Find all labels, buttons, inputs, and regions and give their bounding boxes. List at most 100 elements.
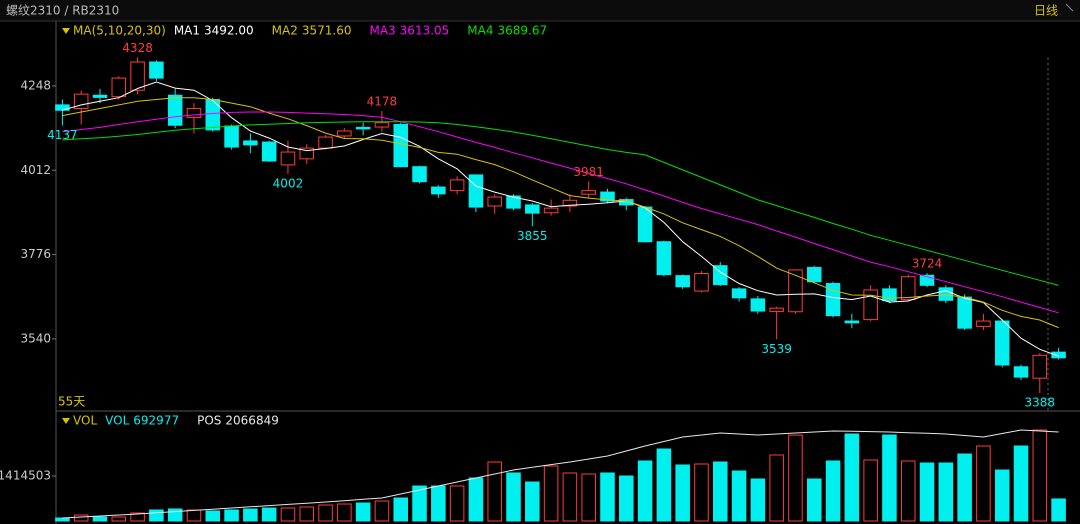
volume-bar xyxy=(1051,498,1066,522)
low-label: 3855 xyxy=(517,229,548,243)
high-label: 3724 xyxy=(912,257,943,271)
candle-body xyxy=(900,276,916,301)
legend-name: VOL xyxy=(105,414,129,428)
volume-bar xyxy=(806,478,822,522)
candle-body xyxy=(468,174,484,208)
candle-body xyxy=(393,124,408,168)
candle-body xyxy=(1051,351,1066,359)
volume-bar xyxy=(863,459,878,522)
candle-body xyxy=(731,288,747,299)
candle-body xyxy=(919,274,935,286)
volume-bar xyxy=(525,481,540,522)
volume-bar xyxy=(167,508,183,522)
volume-bar xyxy=(882,434,897,522)
legend-marker xyxy=(62,418,70,424)
candle-body xyxy=(656,241,672,276)
volume-bar xyxy=(337,503,352,522)
candle-body xyxy=(994,320,1010,366)
candle-body xyxy=(374,122,390,128)
candle-body xyxy=(581,190,596,195)
candle-body xyxy=(957,296,972,329)
ma-line xyxy=(62,81,1059,357)
volume-bar xyxy=(299,506,315,522)
legend-value: 3571.60 xyxy=(302,24,352,38)
y-tick-label: 4012 xyxy=(20,163,51,177)
menu-arrow xyxy=(1065,3,1074,12)
y-tick-label: 3540 xyxy=(20,331,51,345)
legend-title: VOL xyxy=(73,414,97,428)
ma-line xyxy=(62,111,1059,314)
volume-bar xyxy=(562,472,578,522)
candle-body xyxy=(73,93,89,109)
legend-marker xyxy=(62,28,70,34)
top-bar xyxy=(0,0,1080,21)
candle-body xyxy=(675,275,690,288)
volume-bar xyxy=(581,473,596,522)
candle-body xyxy=(600,191,615,202)
candle-body xyxy=(619,199,634,206)
candle-body xyxy=(337,130,352,137)
legend-value: 3613.05 xyxy=(400,24,450,38)
candle-body xyxy=(299,147,315,160)
volume-bar xyxy=(468,477,484,522)
volume-bar xyxy=(938,462,954,522)
y-tick-label: 1414503 xyxy=(0,468,51,482)
volume-bar xyxy=(449,485,465,522)
low-label: 4137 xyxy=(47,128,78,142)
candle-body xyxy=(130,61,145,91)
volume-bar xyxy=(1032,429,1048,522)
candle-body xyxy=(525,204,540,214)
volume-bar xyxy=(111,516,127,522)
candle-body xyxy=(882,288,897,302)
legend-value: 3492.00 xyxy=(204,24,254,38)
legend-value: 3689.67 xyxy=(498,24,548,38)
legend-name: POS xyxy=(197,414,221,428)
candle-body xyxy=(431,186,446,195)
legend-title: MA(5,10,20,30) xyxy=(73,24,166,38)
volume-bar xyxy=(919,462,935,522)
volume-bar xyxy=(844,433,860,522)
legend-value: 692977 xyxy=(133,414,179,428)
candle-body xyxy=(713,265,728,286)
volume-bar xyxy=(994,469,1010,522)
period-label: 55天 xyxy=(58,395,85,409)
symbol: 螺纹2310 / RB2310 xyxy=(6,4,119,18)
candle-body xyxy=(769,307,784,312)
volume-bar xyxy=(769,454,784,522)
candle-body xyxy=(412,166,427,183)
low-label: 4002 xyxy=(273,176,304,190)
candle-body xyxy=(543,207,559,214)
candle-body xyxy=(976,320,991,327)
candle-body xyxy=(205,99,221,131)
pos-line xyxy=(62,429,1059,519)
volume-bar xyxy=(374,500,390,522)
candle-body xyxy=(806,266,822,283)
legend-name: MA2 xyxy=(272,24,298,38)
candle-body xyxy=(149,61,164,79)
volume-bar xyxy=(55,517,70,522)
volume-bar xyxy=(694,463,709,522)
volume-bar xyxy=(355,502,371,522)
volume-bar xyxy=(149,509,164,522)
candle-body xyxy=(92,94,108,98)
candle-body xyxy=(1032,354,1048,379)
y-tick-label: 4248 xyxy=(20,78,51,92)
volume-bar xyxy=(825,460,841,522)
candle-body xyxy=(167,94,183,126)
candle-body xyxy=(261,141,277,162)
legend-name: MA4 xyxy=(467,24,493,38)
candle-body xyxy=(186,107,202,118)
volume-bar xyxy=(1013,445,1029,522)
volume-bar xyxy=(506,472,521,522)
volume-bar xyxy=(393,497,408,522)
volume-bar xyxy=(280,507,296,522)
high-label: 4328 xyxy=(122,41,153,55)
legend-value: 2066849 xyxy=(225,414,278,428)
candle-body xyxy=(788,269,803,313)
legend-name: MA3 xyxy=(369,24,395,38)
volume-bar xyxy=(412,485,427,522)
volume-bar xyxy=(224,509,239,522)
period[interactable]: 日线 xyxy=(1034,4,1058,18)
